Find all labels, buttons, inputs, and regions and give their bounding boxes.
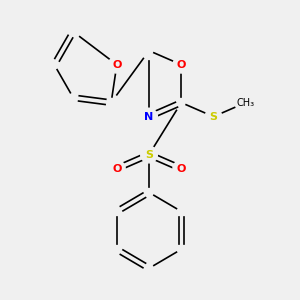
Circle shape (109, 160, 125, 177)
Text: O: O (177, 164, 186, 174)
Text: S: S (209, 112, 217, 122)
Circle shape (141, 146, 158, 163)
Circle shape (141, 108, 158, 125)
Circle shape (173, 160, 190, 177)
Circle shape (109, 56, 125, 73)
Text: N: N (144, 112, 154, 122)
Circle shape (235, 92, 256, 113)
Circle shape (205, 108, 222, 125)
Text: O: O (112, 164, 122, 174)
Text: O: O (177, 60, 186, 70)
Text: O: O (112, 60, 122, 70)
Text: CH₃: CH₃ (237, 98, 255, 108)
Text: S: S (145, 149, 153, 160)
Circle shape (173, 56, 190, 73)
